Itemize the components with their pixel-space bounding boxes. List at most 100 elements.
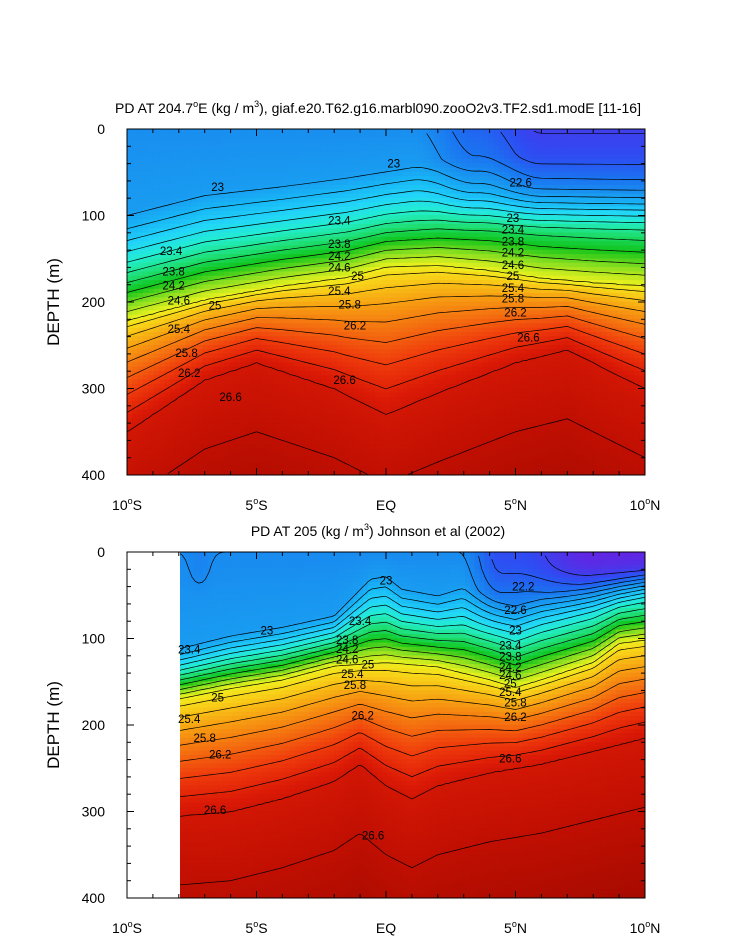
contour-line-24 [127, 219, 645, 273]
contour-label: 22.6 [509, 178, 531, 190]
contour-line-25.4 [180, 655, 645, 718]
contour-label: 24.2 [328, 251, 350, 263]
contour-line-26.4 [127, 337, 645, 413]
contour-label: 23.4 [178, 645, 201, 657]
contour-line-26.8 [167, 431, 368, 475]
contour-label: 26.2 [504, 712, 526, 724]
contour-line-23.4 [180, 592, 645, 661]
y-tick-label: 200 [82, 294, 106, 310]
contour-label: 25.8 [194, 733, 216, 745]
contour-label: 26.6 [333, 375, 355, 387]
y-axis-title: DEPTH (m) [44, 258, 63, 346]
y-tick-label: 300 [82, 804, 106, 820]
y-tick-label: 100 [82, 631, 106, 647]
contour-label: 26.2 [504, 307, 526, 319]
y-tick-label: 300 [82, 381, 106, 397]
contour-label: 25.4 [502, 283, 525, 295]
contour-line-24.6 [180, 627, 645, 690]
y-axis: 0 100 200 300 400 [82, 121, 645, 483]
contour-line-25.2 [180, 646, 645, 707]
contour-label: 24.2 [162, 281, 184, 293]
contour-label: 23 [509, 626, 522, 638]
contour-label: 25 [504, 678, 517, 690]
contour-label: 26.2 [351, 710, 373, 722]
contour-label: 26.6 [517, 332, 539, 344]
contour-line-26.6 [127, 349, 645, 433]
contour-line-24.8 [127, 256, 645, 312]
contour-label: 25 [209, 300, 222, 312]
contour-line-25.6 [127, 295, 645, 349]
contour-label: 22.6 [504, 605, 526, 617]
contour-line-26.8 [180, 806, 645, 886]
x-tick-label: 5oS [245, 496, 267, 513]
contour-label: 23 [507, 213, 520, 225]
contour-line-25.8 [180, 678, 645, 746]
contour-label: 23 [260, 626, 273, 638]
contour-label: 25.8 [504, 698, 526, 710]
contour-label: 23.4 [499, 640, 522, 652]
contour-line-24.6 [127, 247, 645, 303]
contour-label: 23.4 [349, 616, 372, 628]
x-axis: 10oS 5oS EQ 5oN 10oN [112, 129, 660, 513]
contour-line-24.2 [180, 614, 645, 681]
contour-label: 26.6 [362, 831, 384, 843]
x-tick-label: EQ [376, 497, 396, 513]
contour-line-23.4 [127, 190, 645, 241]
contour-line-23.8 [127, 210, 645, 263]
contour-line-24.4 [180, 621, 645, 686]
contour-label: 26.2 [344, 320, 366, 332]
x-tick-label: 10oS [112, 919, 142, 936]
y-tick-label: 100 [82, 208, 106, 224]
x-tick-label: EQ [376, 920, 396, 936]
contour-label: 23.8 [502, 236, 524, 248]
contour-line-22.8 [180, 552, 645, 607]
contour-line-23.8 [180, 601, 645, 671]
x-tick-label: 5oN [504, 919, 527, 936]
x-tick-label: 10oN [630, 496, 661, 513]
contour-label: 23 [380, 576, 393, 588]
density-field [180, 552, 645, 898]
contour-line-22.2 [544, 555, 645, 576]
contour-label: 23 [211, 182, 224, 194]
contour-label: 25.4 [168, 324, 191, 336]
contour-line-25.8 [127, 306, 645, 363]
contour-line-22.4 [491, 559, 645, 585]
contour-label: 25.8 [175, 348, 197, 360]
contour-label: 26.6 [204, 805, 226, 817]
x-tick-label: 5oN [504, 496, 527, 513]
contour-label: 23.8 [162, 267, 184, 279]
contour-label: 25.8 [339, 300, 361, 312]
contour-line-25.4 [127, 282, 645, 337]
contour-label: 23.8 [499, 652, 521, 664]
contour-line-22.6 [452, 131, 645, 181]
y-tick-label: 400 [82, 890, 106, 906]
contour-line-26.2 [127, 326, 645, 395]
contour-line-23.6 [180, 596, 645, 666]
contour-label: 26.2 [178, 368, 200, 380]
chart-title: PD AT 204.7oE (kg / m3), giaf.e20.T62.g1… [115, 99, 641, 116]
contour-label: 25 [351, 271, 364, 283]
x-tick-label: 10oN [630, 919, 661, 936]
contour-line-22.6 [478, 555, 645, 593]
y-axis-title: DEPTH (m) [44, 681, 63, 769]
density-field [127, 129, 645, 475]
contour-line-24 [180, 608, 645, 676]
contour-line-26.6 [180, 738, 645, 817]
contour-line-25.6 [180, 666, 645, 731]
y-tick-label: 200 [82, 717, 106, 733]
contour-line-26.2 [180, 706, 645, 779]
contour-lines [180, 552, 645, 886]
contour-line-23.2 [127, 179, 645, 230]
contour-line-25 [180, 639, 645, 700]
contour-line-23.6 [127, 200, 645, 252]
contour-label: 26.6 [499, 754, 521, 766]
contour-lines [127, 130, 645, 475]
contour-line-26 [180, 692, 645, 762]
contour-label: 25.4 [178, 714, 201, 726]
x-tick-label: 5oS [245, 919, 267, 936]
